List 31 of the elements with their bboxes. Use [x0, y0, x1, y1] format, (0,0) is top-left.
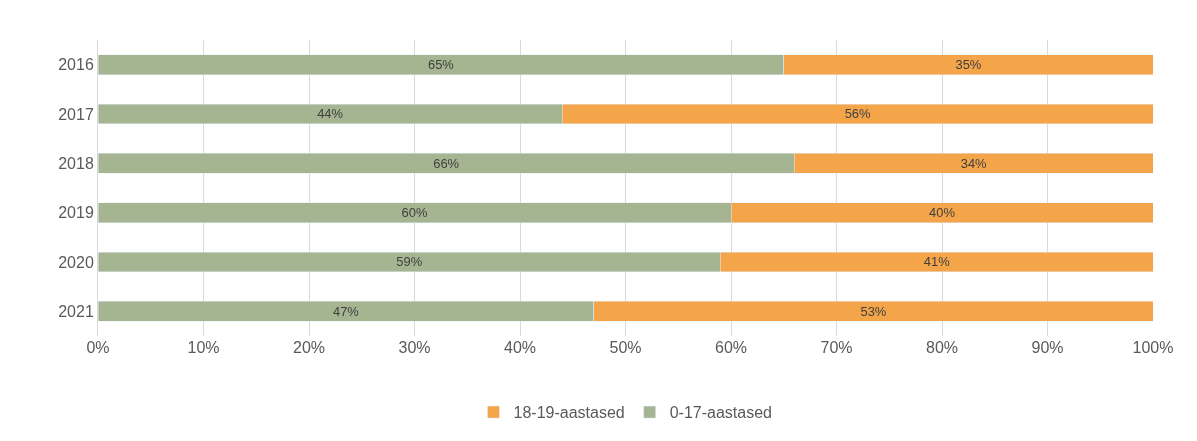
data-label: 56%: [844, 106, 872, 122]
data-label: 53%: [860, 303, 887, 319]
data-label: 34%: [960, 155, 988, 171]
x-tick-label: 90%: [1031, 339, 1064, 356]
x-tick-label: 30%: [398, 339, 431, 356]
data-label: 59%: [396, 254, 423, 270]
y-tick-label: 2021: [58, 302, 94, 320]
data-label: 65%: [427, 57, 455, 73]
data-label: 44%: [317, 106, 344, 122]
x-tick-label: 100%: [1132, 339, 1174, 356]
y-tick-label: 2018: [58, 154, 94, 172]
data-label: 40%: [929, 205, 956, 221]
x-tick-label: 60%: [714, 339, 748, 356]
data-label: 47%: [333, 303, 360, 319]
y-tick-label: 2019: [58, 204, 94, 222]
x-tick-label: 0%: [86, 339, 110, 356]
y-tick-label: 2016: [58, 56, 94, 74]
x-tick-label: 20%: [292, 339, 326, 356]
legend-label: 0-17-aastased: [669, 404, 772, 422]
x-tick-label: 70%: [820, 339, 853, 356]
data-label: 35%: [955, 57, 982, 73]
data-label: 66%: [433, 155, 460, 171]
y-tick-label: 2017: [58, 105, 94, 123]
x-tick-label: 40%: [503, 339, 537, 356]
x-tick-label: 10%: [187, 339, 220, 356]
x-tick-label: 50%: [609, 339, 642, 356]
x-tick-label: 80%: [925, 339, 959, 356]
y-tick-label: 2020: [58, 253, 94, 271]
data-label: 41%: [923, 254, 951, 270]
data-label: 60%: [401, 205, 428, 221]
legend-label: 18-19-aastased: [513, 404, 625, 422]
